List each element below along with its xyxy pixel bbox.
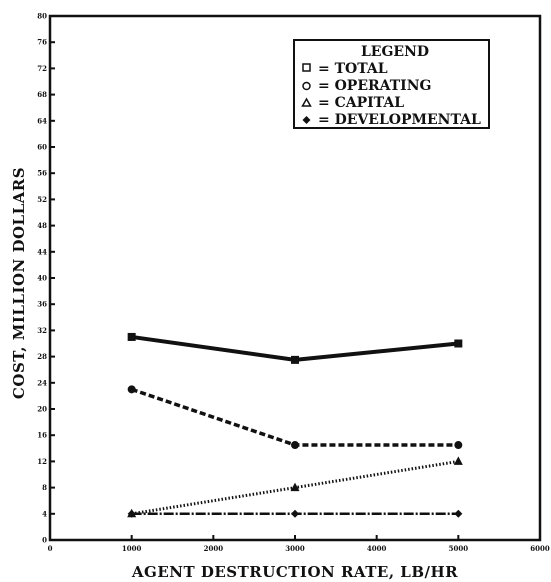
y-tick-label-6: 24: [37, 378, 47, 387]
x-tick-label-0: 0: [48, 544, 53, 553]
legend-label-total: = TOTAL: [318, 61, 388, 77]
legend-label-capital: = CAPITAL: [318, 95, 404, 111]
y-tick-label-14: 56: [37, 169, 47, 178]
series-line-operating: [131, 387, 459, 447]
legend-diamond-marker: [302, 116, 311, 124]
series-total-point-1: [291, 355, 299, 364]
y-tick-label-9: 36: [37, 300, 47, 309]
y-tick-label-16: 64: [37, 116, 47, 125]
x-tick-label-1: 1000: [122, 544, 142, 553]
x-tick-label-6: 6000: [530, 544, 550, 553]
y-tick-label-20: 80: [37, 12, 47, 21]
legend-label-operating: = OPERATING: [318, 78, 431, 94]
legend-title: LEGEND: [361, 44, 429, 60]
y-axis-title: COST, MILLION DOLLARS: [10, 167, 28, 399]
y-tick-label-17: 68: [37, 90, 47, 99]
y-tick-label-19: 76: [37, 38, 47, 47]
series-group: [127, 332, 463, 518]
series-developmental-point-2: [454, 509, 463, 518]
legend-triangle-marker: [301, 97, 312, 107]
legend-entry-developmental: = DEVELOPMENTAL: [302, 112, 481, 128]
legend-square-marker: [302, 63, 311, 72]
legend-circle-marker: [302, 81, 311, 91]
legend-label-developmental: = DEVELOPMENTAL: [318, 112, 481, 128]
y-tick-label-7: 28: [37, 352, 47, 361]
series-developmental-point-0: [127, 509, 136, 518]
y-tick-label-15: 60: [37, 143, 47, 152]
series-total-point-2: [454, 339, 463, 348]
legend-entry-capital: = CAPITAL: [301, 95, 404, 111]
series-developmental-point-1: [291, 509, 299, 518]
y-tick-label-3: 12: [37, 457, 47, 466]
y-tick-label-4: 16: [37, 431, 47, 440]
series-capital-point-2: [453, 456, 463, 465]
series-operating-point-2: [454, 441, 463, 450]
y-tick-label-0: 0: [42, 536, 47, 545]
series-capital-point-1: [290, 482, 300, 492]
series-operating-point-0: [127, 385, 136, 394]
y-tick-label-13: 52: [37, 195, 47, 204]
y-tick-label-5: 20: [37, 405, 47, 414]
x-tick-label-3: 3000: [285, 544, 305, 553]
legend-box: [293, 39, 490, 129]
y-tick-label-10: 40: [37, 274, 47, 283]
legend: LEGEND = TOTAL = OPERATING = CAPITAL = D…: [293, 39, 490, 129]
x-tick-label-4: 4000: [367, 544, 387, 553]
y-tick-label-2: 8: [42, 483, 47, 492]
axis-ticks: 0481216202428323640444852566064687276800…: [37, 12, 550, 554]
y-tick-label-1: 4: [42, 509, 47, 518]
x-tick-label-2: 2000: [204, 544, 224, 553]
x-axis-title: AGENT DESTRUCTION RATE, LB/HR: [131, 563, 458, 581]
x-tick-label-5: 5000: [449, 544, 469, 553]
legend-entry-operating: = OPERATING: [302, 78, 431, 94]
legend-entry-total: = TOTAL: [302, 61, 388, 77]
y-tick-label-11: 44: [37, 247, 47, 256]
series-operating-point-1: [291, 441, 299, 450]
series-total-point-0: [127, 332, 136, 341]
y-tick-label-12: 48: [37, 221, 47, 230]
y-tick-label-8: 32: [37, 326, 47, 335]
y-tick-label-18: 72: [37, 64, 47, 73]
